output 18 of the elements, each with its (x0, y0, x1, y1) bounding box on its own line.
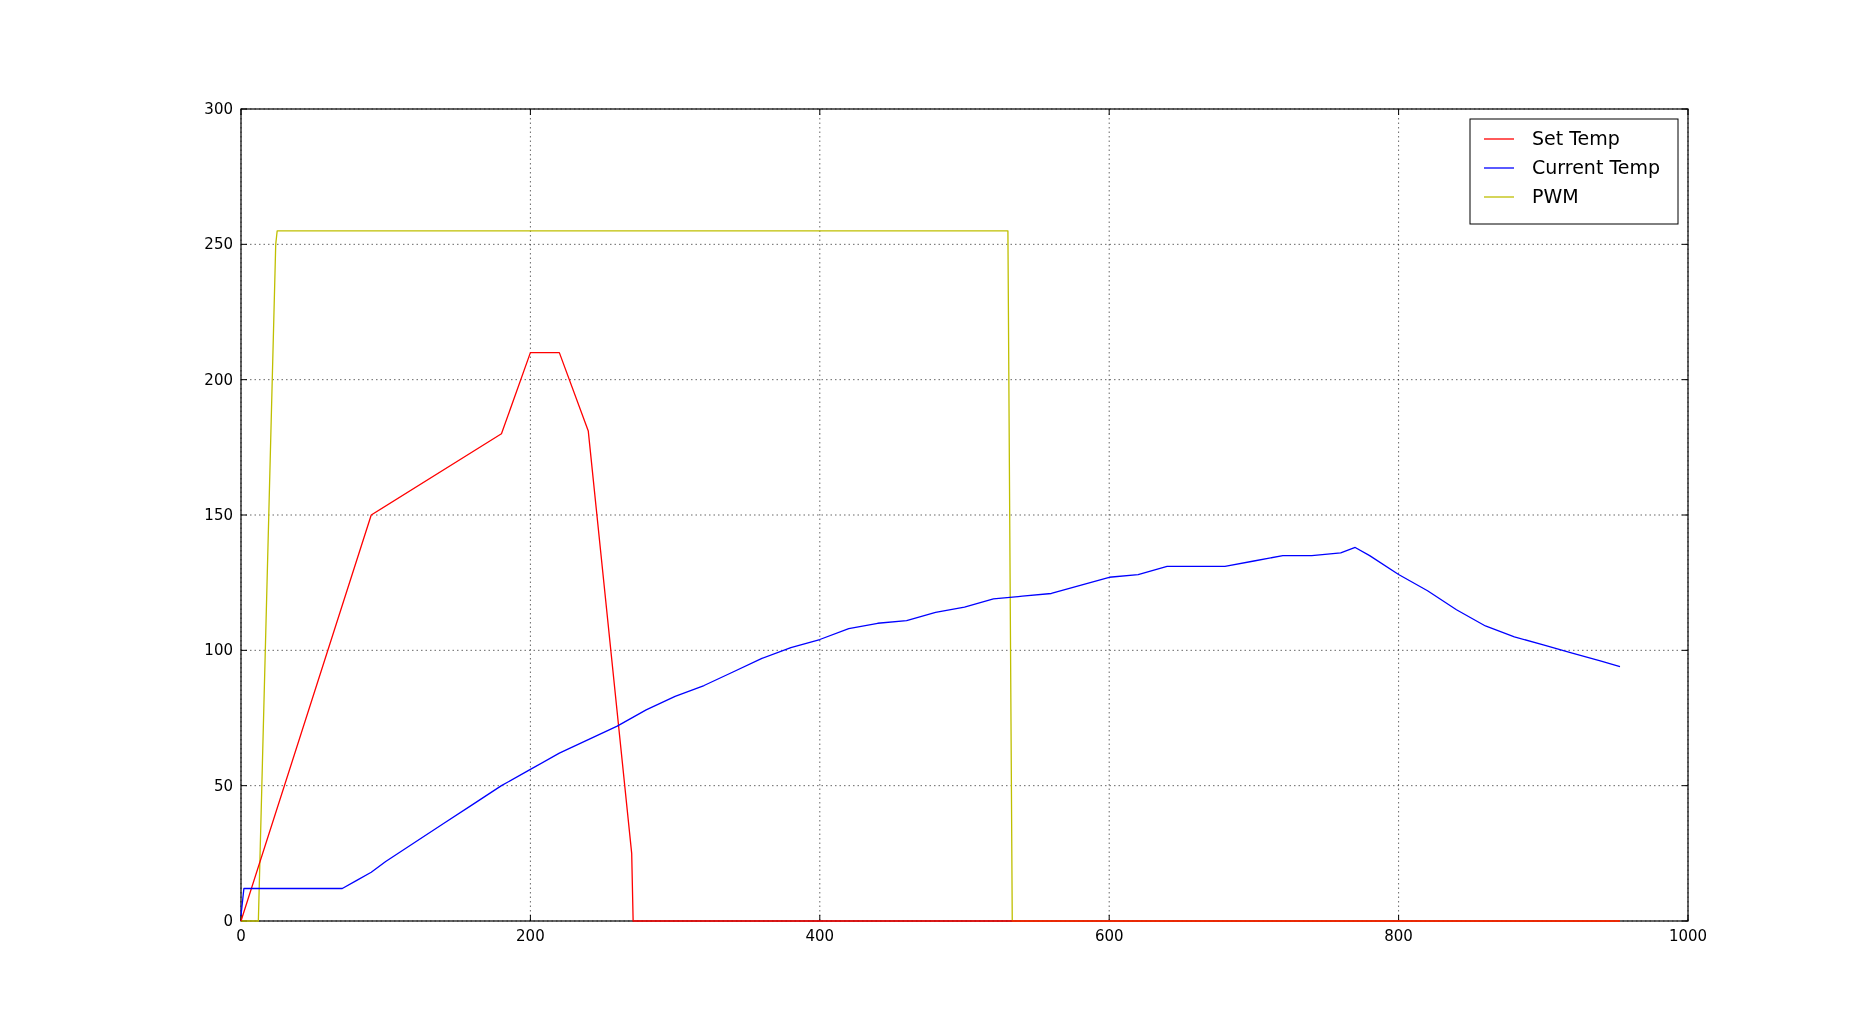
x-tick-label: 400 (805, 927, 835, 945)
y-tick-label: 0 (223, 912, 233, 930)
legend-label: Set Temp (1532, 127, 1620, 149)
x-tick-label: 600 (1094, 927, 1124, 945)
legend-label: Current Temp (1532, 156, 1661, 178)
line-series (240, 351, 1621, 922)
x-tick-label: 200 (516, 927, 545, 945)
x-tick-label: 1000 (1668, 927, 1708, 945)
legend-label: PWM (1532, 185, 1579, 207)
y-tick-label: 300 (204, 100, 233, 118)
x-tick-label: 0 (236, 927, 246, 945)
y-tick-label: 200 (204, 370, 233, 389)
y-tick-label: 100 (204, 641, 233, 660)
x-tick-label: 800 (1384, 927, 1413, 945)
line-series (240, 546, 1621, 917)
y-tick-label: 150 (204, 506, 233, 524)
y-tick-label: 50 (213, 776, 233, 795)
y-tick-label: 250 (204, 235, 233, 254)
